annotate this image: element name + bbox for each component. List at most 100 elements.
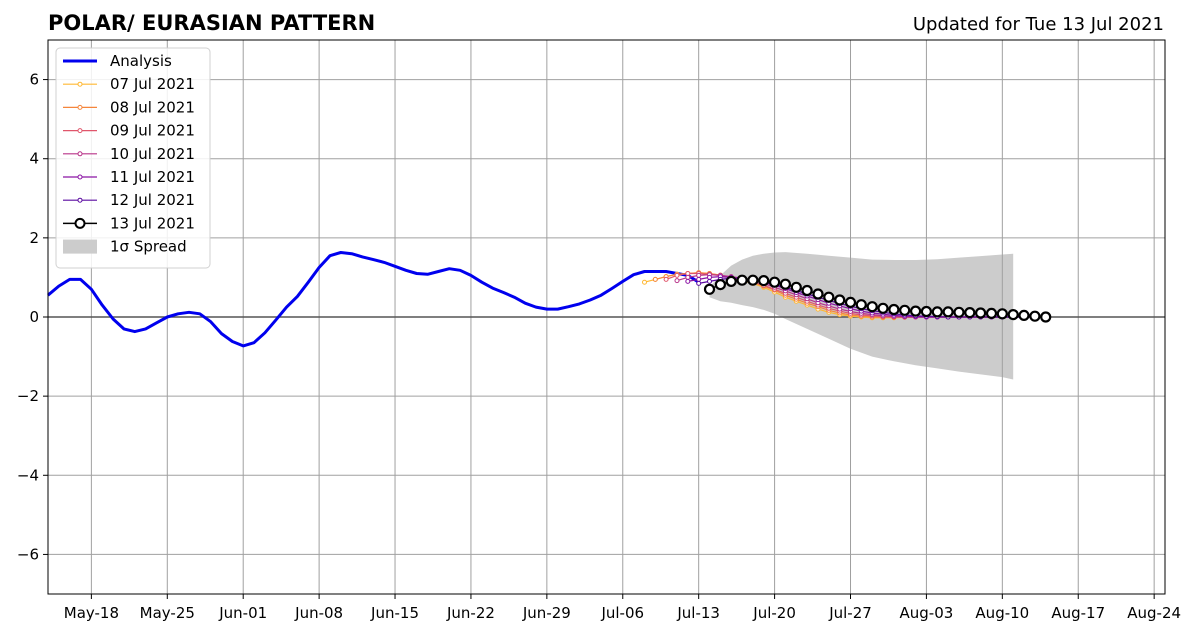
forecast-point xyxy=(747,274,759,286)
x-tick-label: Jun-15 xyxy=(370,604,419,622)
forecast-point xyxy=(899,304,911,316)
forecast-point xyxy=(855,299,867,311)
legend-entry: 10 Jul 2021 xyxy=(63,145,195,163)
forecast-point xyxy=(909,305,922,317)
forecast-point xyxy=(1029,310,1041,322)
legend-entry: 13 Jul 2021 xyxy=(63,214,195,232)
forecast-point xyxy=(663,276,669,282)
forecast-point xyxy=(866,301,878,313)
forecast-point xyxy=(844,296,857,308)
forecast-point xyxy=(1018,309,1030,321)
forecast-point xyxy=(696,276,702,282)
y-tick-label: 2 xyxy=(29,229,39,247)
forecast-point xyxy=(812,288,824,300)
forecast-point xyxy=(736,274,748,286)
x-tick-label: Jun-01 xyxy=(218,604,267,622)
x-tick-label: Aug-17 xyxy=(1051,604,1105,622)
forecast-point xyxy=(964,307,976,319)
legend-label: 13 Jul 2021 xyxy=(110,214,195,232)
forecast-point xyxy=(674,278,680,284)
forecast-point xyxy=(685,278,691,284)
x-tick-label: Aug-24 xyxy=(1127,604,1181,622)
legend-entry: 09 Jul 2021 xyxy=(63,122,195,140)
forecast-point xyxy=(834,294,846,306)
legend-marker xyxy=(77,174,83,180)
legend-entry: 12 Jul 2021 xyxy=(63,191,195,209)
x-tick-label: Jul-20 xyxy=(752,604,796,622)
legend-label: 09 Jul 2021 xyxy=(110,122,195,140)
forecast-point xyxy=(725,275,737,287)
legend-label: 10 Jul 2021 xyxy=(110,145,195,163)
forecast-point xyxy=(642,279,647,285)
x-tick-label: Aug-10 xyxy=(975,604,1029,622)
x-tick-label: Jul-27 xyxy=(828,604,872,622)
legend-entry: 11 Jul 2021 xyxy=(63,168,195,186)
forecast-point xyxy=(768,276,781,288)
y-tick-label: 6 xyxy=(29,71,39,89)
legend-label: Analysis xyxy=(110,52,172,70)
y-tick-label: −2 xyxy=(17,387,39,405)
legend-label: 11 Jul 2021 xyxy=(110,168,195,186)
x-tick-label: Jun-08 xyxy=(294,604,343,622)
legend-label: 1σ Spread xyxy=(110,238,187,256)
x-axis: May-18 May-25 Jun-01 Jun-08 Jun-15 Jun-22 Jun-… xyxy=(64,594,1181,622)
forecast-point xyxy=(696,280,702,286)
forecast-point xyxy=(674,272,680,278)
legend-marker xyxy=(77,104,83,110)
forecast-point xyxy=(996,308,1008,320)
x-tick-label: Jul-13 xyxy=(676,604,720,622)
y-tick-label: −4 xyxy=(17,466,39,484)
analysis-layer xyxy=(47,251,700,348)
forecast-point xyxy=(685,274,691,280)
forecast-point xyxy=(801,284,813,297)
analysis-line xyxy=(47,251,700,348)
legend-swatch xyxy=(63,239,97,254)
x-tick-label: Jun-29 xyxy=(522,604,571,622)
forecast-point xyxy=(985,307,998,319)
legend: Analysis 07 Jul 2021 08 Jul 2021 09 Jul 202… xyxy=(55,47,211,269)
forecast-point xyxy=(953,306,965,318)
x-tick-label: Aug-03 xyxy=(900,604,954,622)
forecast-point xyxy=(790,281,802,293)
forecast-point xyxy=(758,275,770,287)
forecast-point xyxy=(931,306,943,318)
legend-box xyxy=(55,47,211,269)
forecast-point xyxy=(1007,309,1019,321)
forecast-point xyxy=(696,272,702,278)
legend-entry: Analysis xyxy=(63,52,172,70)
y-tick-label: 0 xyxy=(29,308,39,326)
chart-title: POLAR/ EURASIAN PATTERN xyxy=(48,11,375,35)
y-axis: −6 −4 −2 0 2 4 6 xyxy=(17,71,48,563)
forecast-point xyxy=(942,306,954,318)
chart-subtitle: Updated for Tue 13 Jul 2021 xyxy=(913,14,1164,35)
forecast-point xyxy=(703,283,716,295)
legend-label: 07 Jul 2021 xyxy=(110,75,195,93)
legend-marker xyxy=(77,197,83,203)
x-tick-label: May-25 xyxy=(140,604,195,622)
forecast-point xyxy=(714,279,727,291)
forecast-point xyxy=(823,291,835,303)
x-tick-label: Jul-06 xyxy=(600,604,644,622)
legend-marker xyxy=(77,81,83,87)
forecast-point xyxy=(888,303,900,316)
forecast-point xyxy=(779,278,792,290)
forecast-point xyxy=(707,278,712,284)
forecast-point xyxy=(920,305,933,318)
forecast-layer xyxy=(642,270,1052,323)
x-tick-label: May-18 xyxy=(64,604,119,622)
legend-label: 12 Jul 2021 xyxy=(110,191,195,209)
y-tick-label: −6 xyxy=(17,545,39,563)
forecast-point xyxy=(707,274,712,280)
legend-marker xyxy=(77,151,83,157)
legend-entry: 1σ Spread xyxy=(63,238,187,256)
forecast-point xyxy=(974,307,987,319)
forecast-series xyxy=(703,274,1052,323)
legend-marker xyxy=(77,128,83,134)
x-tick-label: Jun-22 xyxy=(446,604,495,622)
legend-entry: 08 Jul 2021 xyxy=(63,98,195,116)
forecast-point xyxy=(1040,311,1052,323)
forecast-point xyxy=(652,276,658,282)
legend-marker xyxy=(74,217,86,229)
legend-label: 08 Jul 2021 xyxy=(110,98,195,116)
